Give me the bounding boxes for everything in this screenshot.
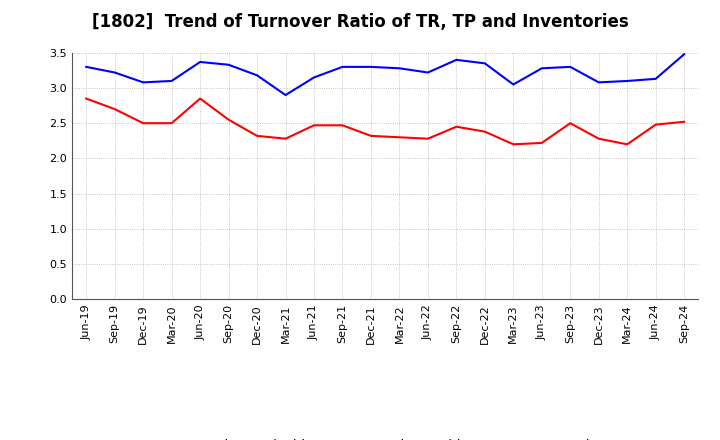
Trade Receivables [537,140,546,146]
Trade Payables [282,92,290,98]
Trade Receivables [82,96,91,101]
Trade Payables [196,59,204,65]
Trade Payables [652,76,660,81]
Trade Receivables [253,133,261,139]
Trade Receivables [196,96,204,101]
Trade Receivables [423,136,432,141]
Line: Trade Payables: Trade Payables [86,54,684,95]
Trade Receivables [566,121,575,126]
Trade Receivables [338,123,347,128]
Trade Receivables [452,124,461,129]
Trade Payables [82,64,91,70]
Trade Payables [366,64,375,70]
Trade Payables [680,51,688,57]
Trade Receivables [509,142,518,147]
Trade Payables [595,80,603,85]
Trade Payables [509,82,518,87]
Trade Payables [566,64,575,70]
Trade Receivables [623,142,631,147]
Trade Payables [225,62,233,67]
Trade Payables [253,73,261,78]
Trade Receivables [310,123,318,128]
Trade Payables [423,70,432,75]
Trade Receivables [680,119,688,125]
Trade Receivables [225,117,233,122]
Trade Receivables [595,136,603,141]
Trade Receivables [139,121,148,126]
Trade Payables [338,64,347,70]
Trade Payables [395,66,404,71]
Trade Receivables [167,121,176,126]
Trade Receivables [110,106,119,112]
Trade Payables [452,57,461,62]
Trade Receivables [480,129,489,134]
Trade Payables [139,80,148,85]
Line: Trade Receivables: Trade Receivables [86,99,684,144]
Trade Receivables [395,135,404,140]
Trade Receivables [282,136,290,141]
Trade Receivables [366,133,375,139]
Text: [1802]  Trend of Turnover Ratio of TR, TP and Inventories: [1802] Trend of Turnover Ratio of TR, TP… [91,13,629,31]
Trade Payables [310,75,318,80]
Trade Payables [480,61,489,66]
Trade Receivables [652,122,660,127]
Legend: Trade Receivables, Trade Payables, Inventories: Trade Receivables, Trade Payables, Inven… [159,434,611,440]
Trade Payables [537,66,546,71]
Trade Payables [623,78,631,84]
Trade Payables [167,78,176,84]
Trade Payables [110,70,119,75]
